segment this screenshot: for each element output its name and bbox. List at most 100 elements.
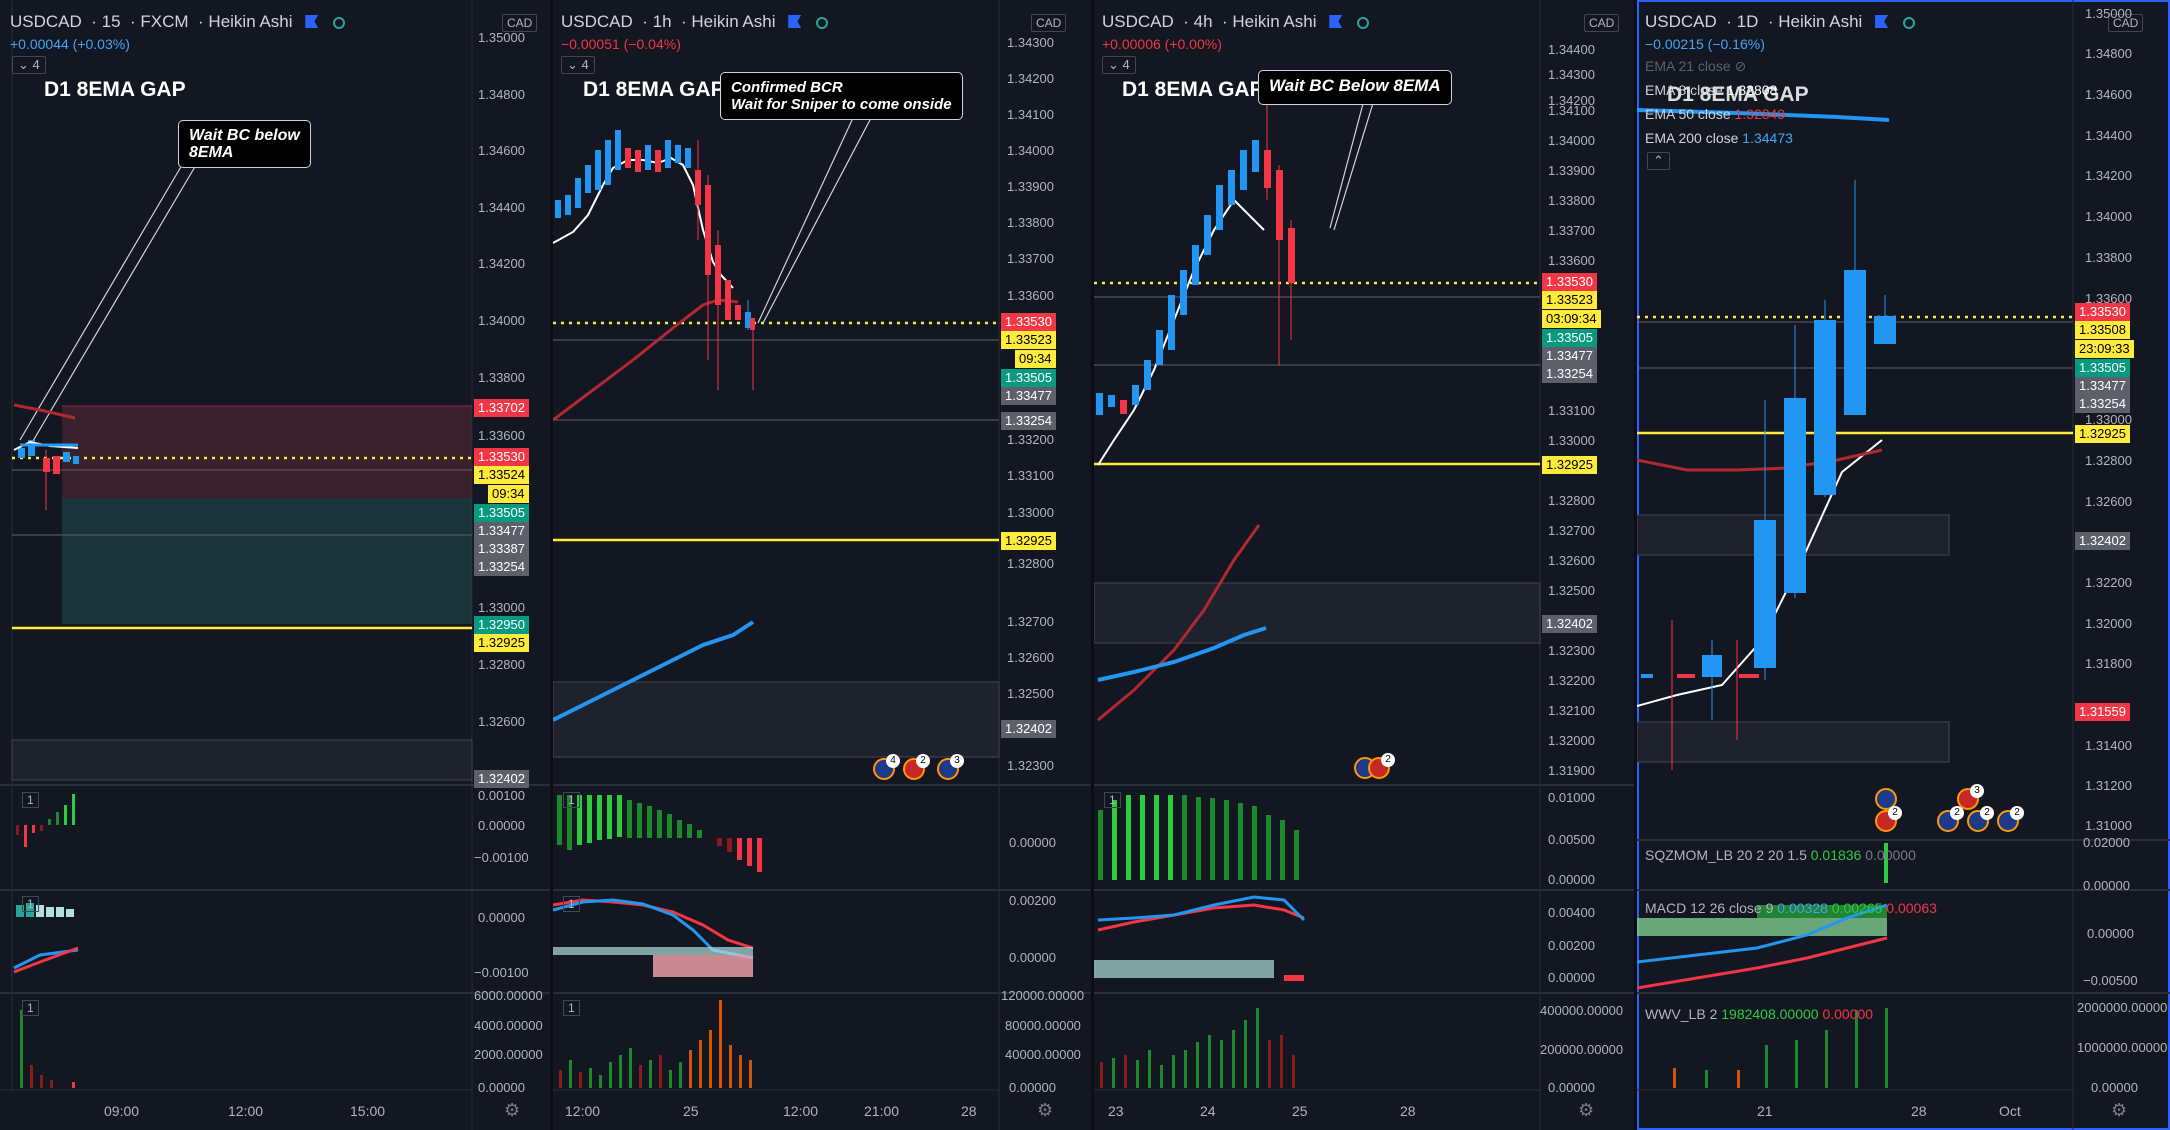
us-event-icon[interactable] (1875, 788, 1897, 810)
sqzmom-bars-15m (16, 794, 75, 847)
price-change: +0.00044 (+0.03%) (10, 36, 130, 52)
price-tick: 1.32500 (1007, 686, 1054, 701)
ema-8-legend[interactable]: EMA 8 close 1.32808 (1645, 82, 1777, 98)
pane-tick: 0.00000 (2091, 1080, 2138, 1095)
ema-200-legend[interactable]: EMA 200 close 1.34473 (1645, 130, 1793, 146)
chart-header-1d[interactable]: USDCAD · 1D · Heikin Ashi (1645, 12, 1915, 32)
pane-tick: 0.00000 (1009, 1080, 1056, 1095)
interval-label[interactable]: 1D (1736, 12, 1759, 31)
gear-icon[interactable]: ⚙ (1037, 1100, 1054, 1120)
pane-index[interactable]: 1 (563, 792, 580, 808)
price-label: 1.33387 (474, 540, 529, 558)
currency-badge[interactable]: CAD (1584, 14, 1620, 32)
macd-value: 0.00063 (1886, 900, 1937, 916)
pane-tick: 0.00200 (1009, 893, 1056, 908)
collapse-indicators-button[interactable]: ⌄ 4 (12, 56, 46, 74)
chart-panel-4h[interactable]: USDCAD · 4h · Heikin Ashi +0.00006 (+0.0… (1094, 0, 1634, 1130)
currency-badge[interactable]: CAD (2108, 14, 2144, 32)
symbol-label[interactable]: USDCAD (1645, 12, 1717, 31)
price-tick: 1.33000 (478, 600, 525, 615)
chart-panel-1h[interactable]: USDCAD · 1h · Heikin Ashi −0.00051 (−0.0… (553, 0, 1091, 1130)
pane-tick: 0.00000 (1548, 1080, 1595, 1095)
chart-header-15m[interactable]: USDCAD · 15 · FXCM · Heikin Ashi (10, 12, 345, 32)
event-count-badge: 2 (1950, 806, 1964, 820)
interval-label[interactable]: 4h (1193, 12, 1213, 31)
price-tick: 1.33800 (1007, 215, 1054, 230)
chart-header-4h[interactable]: USDCAD · 4h · Heikin Ashi (1102, 12, 1369, 32)
macd-legend[interactable]: MACD 12 26 close 9 0.00328 0.00265 0.000… (1645, 900, 1937, 916)
sqzmom-legend[interactable]: SQZMOM_LB 20 2 20 1.5 0.01836 0.00000 (1645, 847, 1916, 863)
chart-type-label[interactable]: Heikin Ashi (691, 12, 776, 31)
pane-tick: −0.00100 (474, 965, 529, 980)
price-tick: 1.32300 (1548, 643, 1595, 658)
chart-canvas-1d[interactable] (1637, 0, 2170, 1130)
pane-tick: 0.00000 (1009, 950, 1056, 965)
chart-canvas-4h[interactable] (1094, 0, 1634, 1130)
chart-type-label[interactable]: Heikin Ashi (1778, 12, 1863, 31)
collapse-legend-button[interactable]: ⌃ (1647, 152, 1670, 170)
chart-canvas-15m[interactable] (0, 0, 550, 1130)
pane-index[interactable]: 1 (563, 1000, 580, 1016)
interval-label[interactable]: 15 (101, 12, 121, 31)
price-tick: 1.33100 (1007, 468, 1054, 483)
currency-badge[interactable]: CAD (1031, 14, 1067, 32)
pane-tick: 0.00000 (478, 818, 525, 833)
gear-icon[interactable]: ⚙ (2111, 1100, 2128, 1120)
gear-icon[interactable]: ⚙ (1578, 1100, 1595, 1120)
collapse-indicators-button[interactable]: ⌄ 4 (1102, 56, 1136, 74)
wvw-legend[interactable]: WWV_LB 2 1982408.00000 0.00000 (1645, 1006, 1873, 1022)
candles-1d (1637, 108, 1896, 770)
currency-badge[interactable]: CAD (502, 14, 538, 32)
chart-canvas-1h[interactable] (553, 0, 1091, 1130)
interval-label[interactable]: 1h (652, 12, 672, 31)
flag-icon[interactable] (788, 15, 802, 28)
ema-21-legend[interactable]: EMA 21 close ⊘ (1645, 58, 1746, 75)
price-tick: 1.31400 (2085, 738, 2132, 753)
pane-index[interactable]: 1 (563, 896, 580, 912)
macd-value: 0.00265 (1831, 900, 1883, 916)
chart-type-label[interactable]: Heikin Ashi (1232, 12, 1317, 31)
price-tick: 1.34000 (1548, 133, 1595, 148)
price-tick: 1.33600 (1007, 288, 1054, 303)
pane-tick: 0.02000 (2083, 835, 2130, 850)
chart-panel-1d[interactable]: USDCAD · 1D · Heikin Ashi −0.00215 (−0.1… (1637, 0, 2170, 1130)
symbol-label[interactable]: USDCAD (1102, 12, 1174, 31)
symbol-label[interactable]: USDCAD (10, 12, 82, 31)
flag-icon[interactable] (305, 15, 319, 28)
price-tick: 1.33900 (1548, 163, 1595, 178)
pane-index[interactable]: 1 (1104, 792, 1121, 808)
flag-icon[interactable] (1329, 15, 1343, 28)
chart-type-label[interactable]: Heikin Ashi (208, 12, 293, 31)
price-tick: 1.32000 (1548, 733, 1595, 748)
flag-icon[interactable] (1875, 15, 1889, 28)
ema-50-legend[interactable]: EMA 50 close 1.32849 (1645, 106, 1785, 122)
chart-panel-15m[interactable]: USDCAD · 15 · FXCM · Heikin Ashi +0.0004… (0, 0, 550, 1130)
pane-index[interactable]: 1 (22, 792, 39, 808)
macd-value: 0.00328 (1777, 900, 1828, 916)
pane-tick: 6000.00000 (474, 988, 543, 1003)
countdown-label: 23:09:33 (2075, 340, 2134, 358)
price-tick: 1.32800 (478, 657, 525, 672)
chart-header-1h[interactable]: USDCAD · 1h · Heikin Ashi (561, 12, 828, 32)
price-label: 1.32402 (2075, 532, 2130, 550)
price-tick: 1.34000 (2085, 209, 2132, 224)
price-label: 1.33505 (474, 504, 529, 522)
price-label: 1.33702 (474, 399, 529, 417)
eye-off-icon[interactable]: ⊘ (1734, 58, 1747, 74)
callout-wait-bc-below[interactable]: Wait BC Below 8EMA (1258, 70, 1452, 105)
panel-divider[interactable] (1091, 0, 1094, 1130)
price-label: 1.31559 (2075, 703, 2130, 721)
event-count-badge: 2 (1888, 806, 1902, 820)
callout-wait-bc[interactable]: Wait BC below 8EMA (178, 120, 311, 168)
pane-index[interactable]: 1 (22, 896, 39, 912)
gear-icon[interactable]: ⚙ (504, 1100, 521, 1120)
price-tick: 1.34300 (1548, 67, 1595, 82)
panel-divider[interactable] (1634, 0, 1637, 1130)
collapse-indicators-button[interactable]: ⌄ 4 (561, 56, 595, 74)
panel-divider[interactable] (550, 0, 553, 1130)
callout-confirmed-bcr[interactable]: Confirmed BCR Wait for Sniper to come on… (720, 72, 963, 120)
pane-tick: 80000.00000 (1005, 1018, 1081, 1033)
symbol-label[interactable]: USDCAD (561, 12, 633, 31)
pane-index[interactable]: 1 (22, 1000, 39, 1016)
callout-line-2: Wait for Sniper to come onside (731, 96, 952, 113)
